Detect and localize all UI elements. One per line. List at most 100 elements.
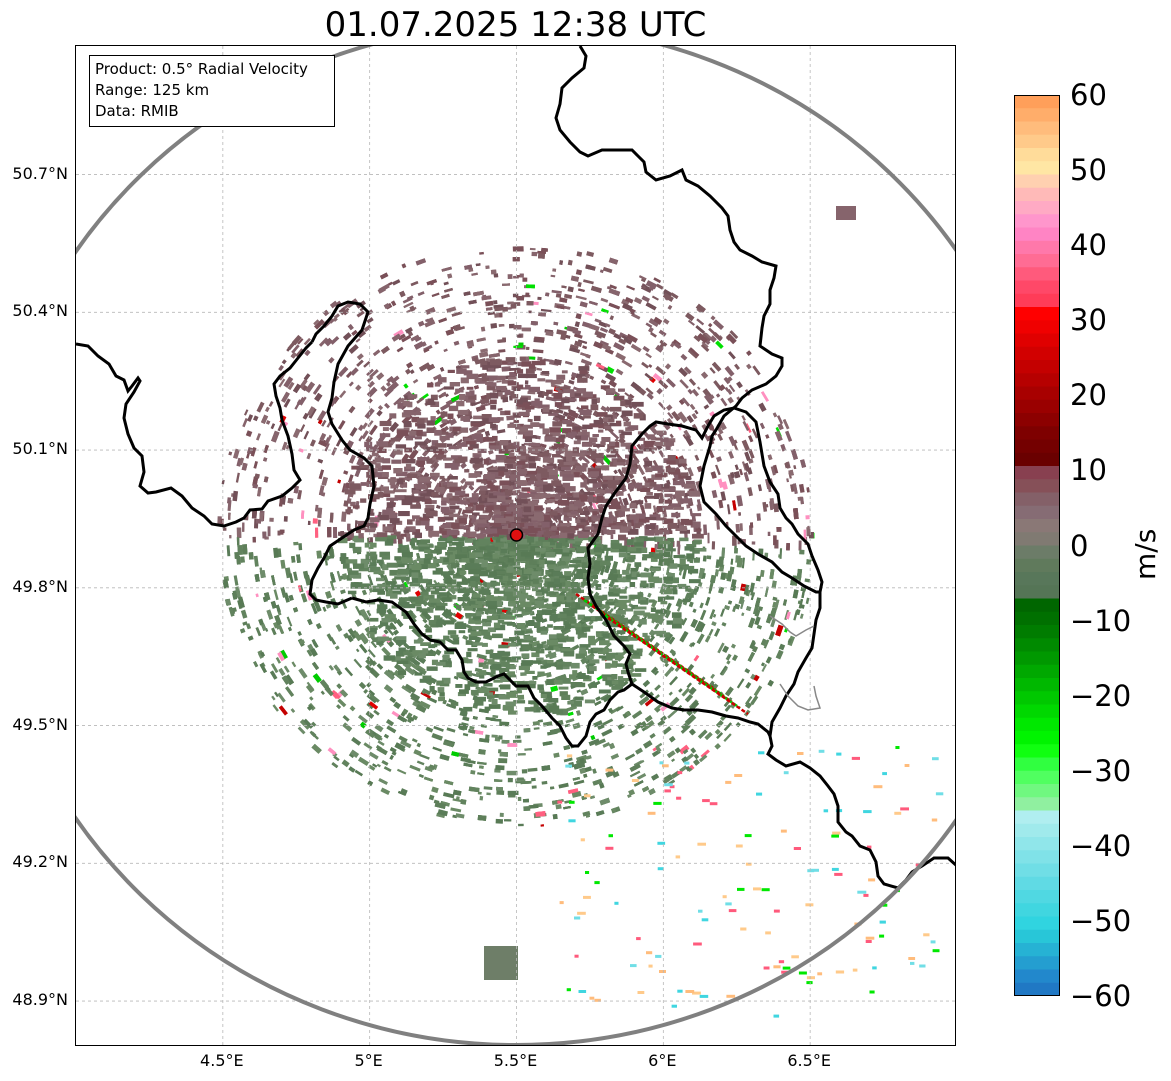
- border-belgium-france-south: [351, 596, 633, 748]
- border-belgium-luxembourg: [308, 300, 376, 606]
- chart-title: 01.07.2025 12:38 UTC: [324, 5, 707, 45]
- colorbar-segment: [1014, 704, 1060, 719]
- colorbar-segment: [1014, 307, 1060, 321]
- colorbar-segment: [1014, 280, 1060, 295]
- colorbar-segment: [1014, 240, 1060, 255]
- colorbar-segment: [1014, 532, 1060, 547]
- colorbar-tick-label: −10: [1070, 603, 1132, 638]
- colorbar-tick-label: 50: [1070, 153, 1107, 188]
- colorbar-tick-label: −30: [1070, 753, 1132, 788]
- colorbar-segment: [1014, 969, 1060, 984]
- border-luxembourg: [586, 406, 824, 685]
- colorbar-segment: [1014, 982, 1060, 996]
- colorbar-segment: [1014, 174, 1060, 189]
- colorbar-segment: [1014, 293, 1060, 308]
- colorbar-segment: [1014, 519, 1060, 533]
- colorbar-segment: [1014, 929, 1060, 944]
- colorbar-tick-label: −20: [1070, 678, 1132, 713]
- longitude-tick-label: 5°E: [354, 1051, 383, 1070]
- info-product: Product: 0.5° Radial Velocity: [95, 60, 308, 78]
- colorbar-segment: [1014, 770, 1060, 785]
- colorbar-segment: [1014, 757, 1060, 772]
- colorbar-segment: [1014, 664, 1060, 679]
- colorbar-segment: [1014, 810, 1060, 825]
- radar-echoes: [217, 206, 944, 1018]
- velocity-colorbar: [1014, 95, 1060, 996]
- colorbar-segment: [1014, 161, 1060, 176]
- colorbar-segment: [1014, 890, 1060, 904]
- colorbar-segment: [1014, 784, 1060, 798]
- colorbar-segment: [1014, 492, 1060, 507]
- colorbar-segment: [1014, 95, 1060, 109]
- colorbar-tick-label: 40: [1070, 228, 1107, 263]
- colorbar-segment: [1014, 439, 1060, 454]
- colorbar-segment: [1014, 903, 1060, 918]
- latitude-tick-label: 49.5°N: [12, 714, 68, 734]
- colorbar-segment: [1014, 201, 1060, 215]
- colorbar-segment: [1014, 413, 1060, 427]
- latitude-tick-label: 50.1°N: [12, 439, 68, 459]
- colorbar-segment: [1014, 466, 1060, 480]
- colorbar-segment: [1014, 346, 1060, 361]
- colorbar-unit-label: m/s: [1129, 528, 1162, 580]
- colorbar-segment: [1014, 108, 1060, 123]
- colorbar-segment: [1014, 625, 1060, 639]
- colorbar-segment: [1014, 399, 1060, 414]
- latitude-tick-label: 48.9°N: [12, 990, 68, 1010]
- colorbar-segment: [1014, 360, 1060, 374]
- colorbar-segment: [1014, 943, 1060, 957]
- colorbar-segment: [1014, 585, 1060, 600]
- colorbar-segment: [1014, 956, 1060, 971]
- colorbar-segment: [1014, 148, 1060, 162]
- colorbar-segment: [1014, 797, 1060, 812]
- colorbar-segment: [1014, 916, 1060, 931]
- latitude-tick-label: 49.8°N: [12, 576, 68, 596]
- latitude-tick-label: 49.2°N: [12, 852, 68, 872]
- radar-map[interactable]: [75, 45, 956, 1046]
- colorbar-tick-label: 30: [1070, 303, 1107, 338]
- longitude-tick-label: 6.5°E: [787, 1051, 831, 1070]
- colorbar-segment: [1014, 214, 1060, 229]
- colorbar-segment: [1014, 717, 1060, 732]
- colorbar-segment: [1014, 611, 1060, 626]
- colorbar-tick-label: 20: [1070, 378, 1107, 413]
- colorbar-segment: [1014, 823, 1060, 838]
- border-germany-east: [554, 46, 820, 594]
- product-info-box: Product: 0.5° Radial Velocity Range: 125…: [89, 55, 335, 127]
- colorbar-segment: [1014, 558, 1060, 573]
- colorbar-tick-label: −40: [1070, 828, 1132, 863]
- colorbar-segment: [1014, 678, 1060, 692]
- longitude-tick-label: 5.5°E: [493, 1051, 538, 1070]
- colorbar-segment: [1014, 267, 1060, 282]
- colorbar-segment: [1014, 744, 1060, 759]
- colorbar-tick-label: 0: [1070, 528, 1089, 563]
- colorbar-tick-label: −60: [1070, 979, 1132, 1013]
- colorbar-outline: [1014, 95, 1060, 996]
- colorbar-segment: [1014, 545, 1060, 560]
- colorbar-segment: [1014, 598, 1060, 613]
- colorbar-segment: [1014, 373, 1060, 388]
- colorbar-tick-label: 10: [1070, 453, 1107, 488]
- colorbar-segment: [1014, 333, 1060, 348]
- info-range: Range: 125 km: [95, 81, 210, 99]
- latitude-tick-label: 50.7°N: [12, 163, 68, 183]
- border-belgium-france-west: [76, 340, 314, 528]
- colorbar-segment: [1014, 863, 1060, 878]
- colorbar-segment: [1014, 320, 1060, 335]
- colorbar-segment: [1014, 731, 1060, 745]
- colorbar-segment: [1014, 850, 1060, 865]
- colorbar-segment: [1014, 134, 1060, 149]
- radar-site-marker[interactable]: [509, 528, 524, 542]
- colorbar-segment: [1014, 651, 1060, 666]
- colorbar-segment: [1014, 187, 1060, 202]
- border-france-luxembourg-south: [631, 682, 772, 737]
- colorbar-segment: [1014, 837, 1060, 851]
- colorbar-segment: [1014, 227, 1060, 242]
- gridlines: [76, 46, 955, 1045]
- longitude-tick-label: 6°E: [648, 1051, 677, 1070]
- colorbar-segment: [1014, 452, 1060, 467]
- colorbar-segment: [1014, 254, 1060, 268]
- colorbar-segment: [1014, 505, 1060, 520]
- colorbar-segment: [1014, 638, 1060, 653]
- border-internal: [769, 615, 821, 711]
